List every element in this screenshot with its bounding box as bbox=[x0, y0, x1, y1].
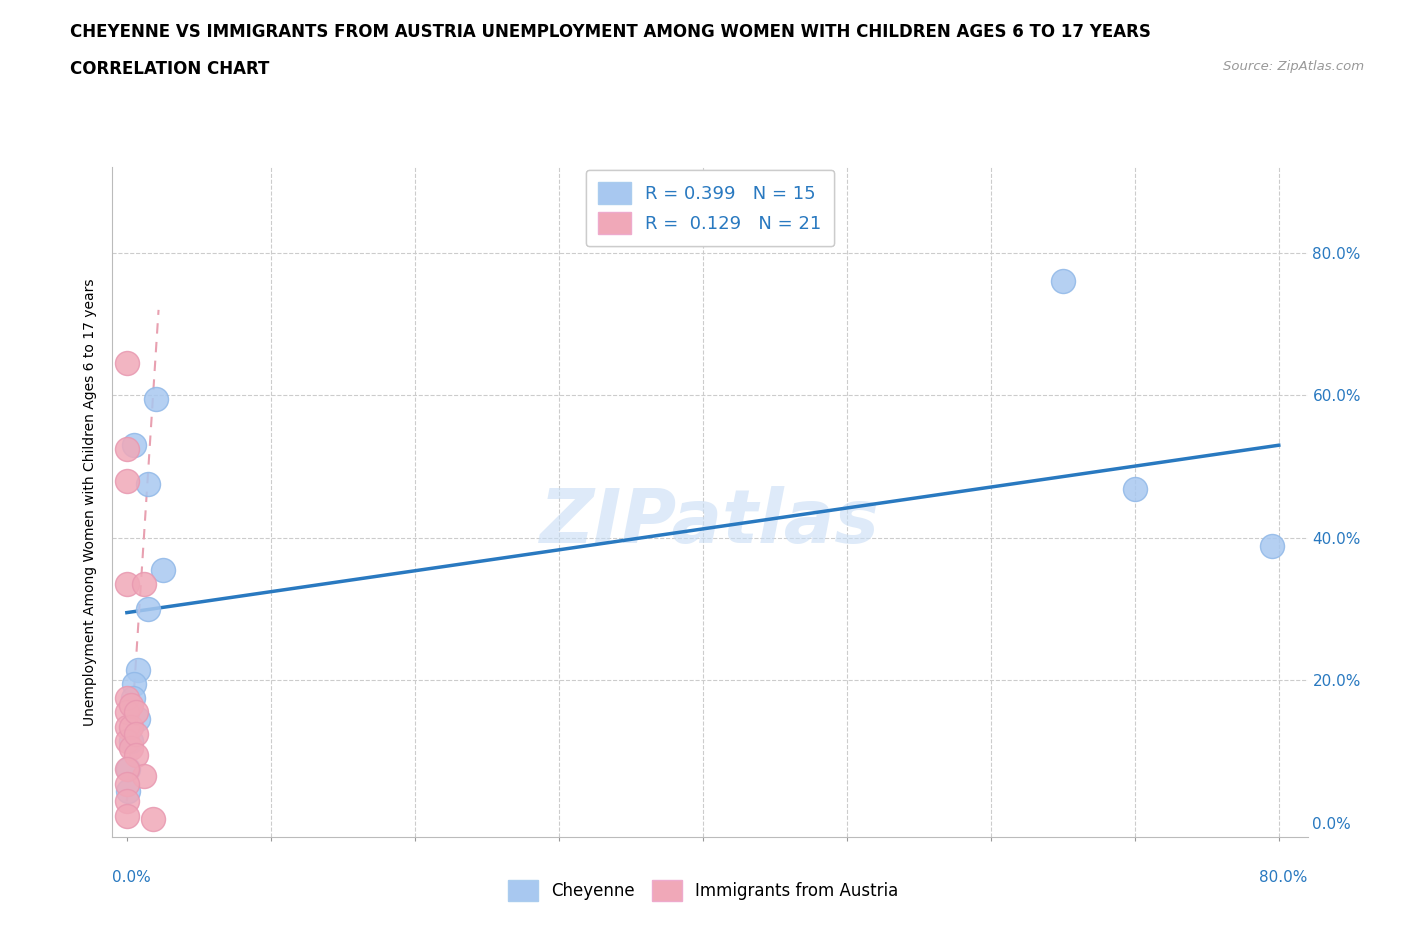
Point bbox=[115, 762, 138, 777]
Point bbox=[115, 691, 138, 706]
Text: 80.0%: 80.0% bbox=[1260, 870, 1308, 884]
Point bbox=[115, 705, 138, 720]
Point bbox=[127, 662, 149, 677]
Point bbox=[138, 477, 160, 492]
Point bbox=[145, 392, 167, 406]
Y-axis label: Unemployment Among Women with Children Ages 6 to 17 years: Unemployment Among Women with Children A… bbox=[83, 278, 97, 726]
Point bbox=[120, 734, 142, 749]
Point bbox=[122, 438, 145, 453]
Point bbox=[115, 734, 138, 749]
Point bbox=[115, 356, 138, 371]
Point bbox=[134, 577, 156, 591]
Point bbox=[115, 473, 138, 488]
Point bbox=[115, 577, 138, 591]
Point bbox=[121, 691, 143, 706]
Point bbox=[142, 812, 165, 827]
Point bbox=[115, 794, 138, 809]
Legend: R = 0.399   N = 15, R =  0.129   N = 21: R = 0.399 N = 15, R = 0.129 N = 21 bbox=[586, 170, 834, 246]
Point bbox=[120, 698, 142, 712]
Point bbox=[124, 726, 146, 741]
Point bbox=[120, 719, 142, 734]
Point bbox=[152, 563, 174, 578]
Point bbox=[138, 602, 160, 617]
Point bbox=[1260, 538, 1282, 553]
Point bbox=[127, 712, 149, 727]
Legend: Cheyenne, Immigrants from Austria: Cheyenne, Immigrants from Austria bbox=[496, 869, 910, 912]
Point bbox=[115, 719, 138, 734]
Point bbox=[115, 808, 138, 823]
Point bbox=[120, 740, 142, 755]
Text: 0.0%: 0.0% bbox=[112, 870, 152, 884]
Point bbox=[115, 777, 138, 791]
Point bbox=[124, 748, 146, 763]
Text: CORRELATION CHART: CORRELATION CHART bbox=[70, 60, 270, 78]
Point bbox=[124, 705, 146, 720]
Point bbox=[1123, 482, 1146, 497]
Point bbox=[134, 769, 156, 784]
Text: ZIPatlas: ZIPatlas bbox=[540, 485, 880, 559]
Text: CHEYENNE VS IMMIGRANTS FROM AUSTRIA UNEMPLOYMENT AMONG WOMEN WITH CHILDREN AGES : CHEYENNE VS IMMIGRANTS FROM AUSTRIA UNEM… bbox=[70, 23, 1152, 41]
Point bbox=[117, 783, 139, 798]
Point bbox=[122, 676, 145, 691]
Text: Source: ZipAtlas.com: Source: ZipAtlas.com bbox=[1223, 60, 1364, 73]
Point bbox=[115, 442, 138, 457]
Point bbox=[117, 762, 139, 777]
Point bbox=[1052, 274, 1074, 289]
